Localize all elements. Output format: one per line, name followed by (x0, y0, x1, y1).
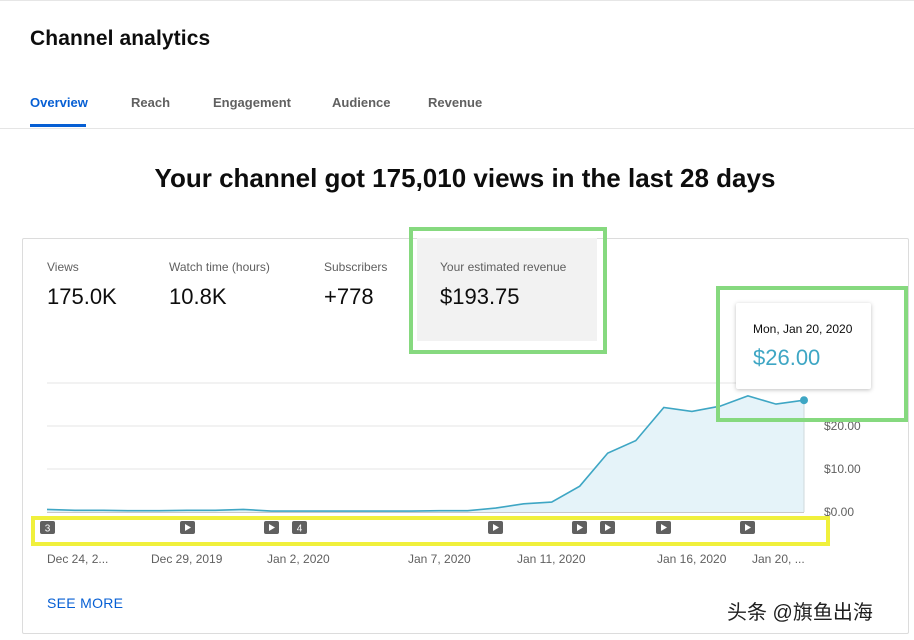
tab-reach[interactable]: Reach (131, 95, 171, 110)
tab-audience[interactable]: Audience (332, 95, 391, 110)
x-tick-label: Jan 16, 2020 (657, 552, 727, 566)
chart-tooltip: Mon, Jan 20, 2020 $26.00 (736, 303, 871, 389)
x-tick-label: Dec 24, 2... (47, 552, 108, 566)
active-tab-indicator (30, 124, 86, 127)
video-published-icon[interactable] (488, 521, 503, 534)
y-tick-label: $20.00 (824, 419, 861, 433)
tooltip-date: Mon, Jan 20, 2020 (753, 322, 853, 336)
video-published-icon[interactable] (656, 521, 671, 534)
video-published-icon[interactable] (740, 521, 755, 534)
annotation-count-badge[interactable]: 3 (40, 521, 55, 535)
x-tick-label: Jan 2, 2020 (267, 552, 330, 566)
tab-revenue[interactable]: Revenue (428, 95, 483, 110)
svg-text:3: 3 (45, 524, 51, 535)
metric-label: Subscribers (324, 260, 388, 274)
x-tick-label: Dec 29, 2019 (151, 552, 223, 566)
top-divider (0, 0, 914, 1)
video-published-icon[interactable] (180, 521, 195, 534)
chart-point (800, 396, 808, 405)
video-published-icon[interactable] (600, 521, 615, 534)
metric-label: Your estimated revenue (440, 260, 567, 274)
see-more-link[interactable]: SEE MORE (47, 595, 124, 611)
annotation-count-badge[interactable]: 4 (292, 521, 307, 535)
x-tick-label: Jan 20, ... (752, 552, 805, 566)
tab-engagement[interactable]: Engagement (213, 95, 292, 110)
summary-headline: Your channel got 175,010 views in the la… (154, 163, 776, 193)
metric-value: 175.0K (47, 284, 117, 309)
tab-bar: Overview Reach Engagement Audience Reven… (0, 85, 914, 129)
svg-text:4: 4 (297, 524, 303, 535)
tooltip-value: $26.00 (753, 345, 821, 370)
chart-series-line (46, 395, 805, 512)
metric-selected-background (417, 238, 597, 341)
metric-value: $193.75 (440, 284, 520, 309)
tab-overview[interactable]: Overview (30, 95, 88, 110)
x-tick-label: Jan 7, 2020 (408, 552, 471, 566)
video-published-icon[interactable] (264, 521, 279, 534)
watermark: 头条 @旗鱼出海 (727, 602, 873, 624)
metric-value: +778 (324, 284, 374, 309)
metric-label: Watch time (hours) (169, 260, 270, 274)
y-tick-label: $0.00 (824, 505, 854, 519)
metric-label: Views (47, 260, 79, 274)
chart-area (47, 395, 804, 512)
x-tick-label: Jan 11, 2020 (517, 552, 586, 566)
metric-value: 10.8K (169, 284, 227, 309)
page-title: Channel analytics (30, 27, 211, 50)
y-tick-label: $10.00 (824, 462, 861, 476)
video-published-icon[interactable] (572, 521, 587, 534)
